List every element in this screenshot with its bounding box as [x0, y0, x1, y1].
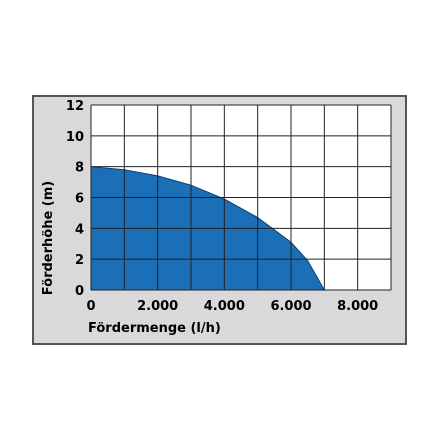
x-tick-label: 8.000	[337, 299, 378, 314]
y-tick-label: 4	[75, 222, 84, 237]
grid	[90, 104, 392, 291]
y-tick-label: 6	[75, 192, 84, 207]
x-tick-label: 2.000	[137, 299, 178, 314]
y-tick-label: 0	[75, 284, 84, 299]
x-tick-label: 6.000	[270, 299, 311, 314]
x-tick-label: 4.000	[204, 299, 245, 314]
y-axis-ticks: 0 2 4 6 8 10 12	[66, 99, 84, 299]
y-tick-label: 8	[75, 161, 84, 176]
x-axis-label: Fördermenge (l/h)	[88, 321, 221, 336]
y-axis-label: Förderhöhe (m)	[41, 181, 56, 295]
y-tick-label: 12	[66, 99, 84, 114]
x-tick-label: 0	[86, 299, 95, 314]
y-tick-label: 2	[75, 253, 84, 268]
x-axis-ticks: 0 2.000 4.000 6.000 8.000	[86, 299, 378, 314]
y-tick-label: 10	[66, 130, 84, 145]
